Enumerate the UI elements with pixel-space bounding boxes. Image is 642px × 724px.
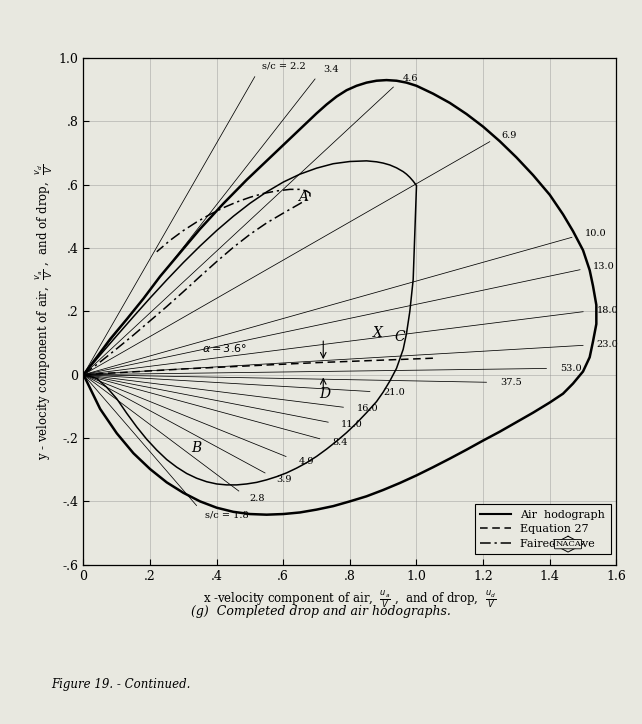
Text: 23.0: 23.0 [596,340,618,349]
Text: $\alpha = 3.6°$: $\alpha = 3.6°$ [202,342,247,354]
Legend: Air  hodograph, Equation 27, Faired  curve: Air hodograph, Equation 27, Faired curve [475,504,611,554]
Text: 4.6: 4.6 [403,74,419,83]
Text: 21.0: 21.0 [383,387,405,397]
Text: 3.4: 3.4 [323,64,339,74]
Text: 10.0: 10.0 [585,230,606,238]
Text: X: X [373,327,383,340]
Text: 4.9: 4.9 [299,457,314,466]
Text: 2.8: 2.8 [249,494,265,503]
Text: 37.5: 37.5 [499,378,521,387]
Text: 11.0: 11.0 [342,420,363,429]
Text: 8.4: 8.4 [333,437,348,447]
Text: 53.0: 53.0 [560,364,581,373]
Text: 18.0: 18.0 [596,306,618,314]
Text: s/c = 2.2: s/c = 2.2 [262,62,306,70]
Text: 6.9: 6.9 [501,131,517,140]
Text: Figure 19. - Continued.: Figure 19. - Continued. [51,678,191,691]
Text: (g)  Completed drop and air hodographs.: (g) Completed drop and air hodographs. [191,605,451,618]
X-axis label: x -velocity component of air,  $\frac{u_a}{V}$ ,  and of drop,  $\frac{u_d}{V}$: x -velocity component of air, $\frac{u_a… [204,589,496,610]
Text: s/c = 1.8: s/c = 1.8 [205,511,248,520]
Text: C: C [395,330,405,345]
Text: 3.9: 3.9 [277,475,292,484]
Text: NACA: NACA [555,540,581,548]
Text: A: A [299,190,308,204]
Text: D: D [319,387,331,400]
Text: 13.0: 13.0 [593,263,615,272]
Text: B: B [191,440,202,455]
Y-axis label: y - velocity component of air,  $\frac{v_a}{V}$ ,  and of drop,  $\frac{v_d}{V}$: y - velocity component of air, $\frac{v_… [34,163,55,460]
Text: 16.0: 16.0 [356,405,378,413]
